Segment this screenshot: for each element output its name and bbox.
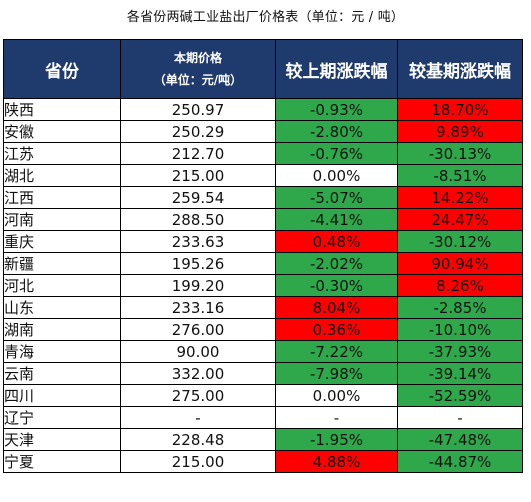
table-row: 宁夏 215.00 4.88% -44.87% — [3, 450, 523, 473]
table-row: 湖北 215.00 0.00% -8.51% — [3, 164, 523, 187]
vs-base-cell: -10.10% — [397, 318, 523, 341]
table-row: 江西 259.54 -5.07% 14.22% — [3, 186, 523, 209]
table-title: 各省份两碱工业盐出厂价格表（单位：元 / 吨） — [126, 10, 405, 25]
province-cell: 安徽 — [3, 120, 121, 143]
vs-last-cell: -0.30% — [275, 274, 398, 297]
vs-last-cell: 4.88% — [275, 450, 398, 473]
vs-last-cell: 8.04% — [275, 296, 398, 319]
header-province: 省份 — [3, 39, 121, 99]
vs-base-cell: -52.59% — [397, 384, 523, 407]
vs-base-cell: 8.26% — [397, 274, 523, 297]
vs-last-cell: -0.93% — [275, 98, 398, 121]
price-cell: 275.00 — [120, 384, 276, 407]
price-cell: 259.54 — [120, 186, 276, 209]
vs-base-cell: -8.51% — [397, 164, 523, 187]
vs-last-cell: -2.80% — [275, 120, 398, 143]
header-price-line1: 本期价格 — [173, 51, 222, 65]
province-cell: 四川 — [3, 384, 121, 407]
vs-last-cell: -2.02% — [275, 252, 398, 275]
price-cell: 215.00 — [120, 164, 276, 187]
table-row: 天津 228.48 -1.95% -47.48% — [3, 428, 523, 451]
price-cell: 215.00 — [120, 450, 276, 473]
table-row: 河南 288.50 -4.41% 24.47% — [3, 208, 523, 231]
vs-last-cell: -7.22% — [275, 340, 398, 363]
table-row: 重庆 233.63 0.48% -30.12% — [3, 230, 523, 253]
price-cell: 233.16 — [120, 296, 276, 319]
price-cell: 195.26 — [120, 252, 276, 275]
province-cell: 湖北 — [3, 164, 121, 187]
header-price-line2: （单位：元/吨） — [153, 73, 243, 87]
vs-base-cell: -2.85% — [397, 296, 523, 319]
price-cell: 233.63 — [120, 230, 276, 253]
price-cell: 288.50 — [120, 208, 276, 231]
price-cell: 332.00 — [120, 362, 276, 385]
province-cell: 辽宁 — [3, 406, 121, 429]
vs-last-cell: 0.00% — [275, 384, 398, 407]
province-cell: 新疆 — [3, 252, 121, 275]
table-header-row: 省份 本期价格 （单位：元/吨） 较上期涨跌幅 较基期涨跌幅 — [3, 39, 523, 99]
table-row: 安徽 250.29 -2.80% 9.89% — [3, 120, 523, 143]
price-cell: 228.48 — [120, 428, 276, 451]
table-row: 江苏 212.70 -0.76% -30.13% — [3, 142, 523, 165]
vs-base-cell: -37.93% — [397, 340, 523, 363]
header-vs-base: 较基期涨跌幅 — [397, 39, 523, 99]
vs-last-cell: -5.07% — [275, 186, 398, 209]
vs-base-cell: -44.87% — [397, 450, 523, 473]
table-row: 河北 199.20 -0.30% 8.26% — [3, 274, 523, 297]
vs-last-cell: - — [275, 406, 398, 429]
province-cell: 天津 — [3, 428, 121, 451]
province-cell: 陕西 — [3, 98, 121, 121]
table-row: 云南 332.00 -7.98% -39.14% — [3, 362, 523, 385]
province-cell: 云南 — [3, 362, 121, 385]
price-cell: 199.20 — [120, 274, 276, 297]
price-cell: 250.97 — [120, 98, 276, 121]
vs-base-cell: - — [397, 406, 523, 429]
vs-last-cell: -4.41% — [275, 208, 398, 231]
price-cell: 212.70 — [120, 142, 276, 165]
vs-base-cell: -30.12% — [397, 230, 523, 253]
table-row: 四川 275.00 0.00% -52.59% — [3, 384, 523, 407]
vs-last-cell: -0.76% — [275, 142, 398, 165]
vs-base-cell: -30.13% — [397, 142, 523, 165]
province-cell: 宁夏 — [3, 450, 121, 473]
price-table: 省份 本期价格 （单位：元/吨） 较上期涨跌幅 较基期涨跌幅 陕西 250.97-… — [3, 39, 523, 473]
vs-last-cell: -7.98% — [275, 362, 398, 385]
header-price: 本期价格 （单位：元/吨） — [120, 39, 276, 99]
vs-base-cell: 90.94% — [397, 252, 523, 275]
table-row: 陕西 250.97 -0.93% 18.70% — [3, 98, 523, 121]
table-row: 山东 233.16 8.04% -2.85% — [3, 296, 523, 319]
province-cell: 重庆 — [3, 230, 121, 253]
vs-last-cell: -1.95% — [275, 428, 398, 451]
header-vs-last: 较上期涨跌幅 — [275, 39, 398, 99]
vs-base-cell: -39.14% — [397, 362, 523, 385]
province-cell: 江西 — [3, 186, 121, 209]
vs-base-cell: 9.89% — [397, 120, 523, 143]
vs-last-cell: 0.48% — [275, 230, 398, 253]
vs-base-cell: -47.48% — [397, 428, 523, 451]
vs-base-cell: 14.22% — [397, 186, 523, 209]
province-cell: 江苏 — [3, 142, 121, 165]
price-cell: 276.00 — [120, 318, 276, 341]
vs-last-cell: 0.00% — [275, 164, 398, 187]
table-row: 青海 90.00 -7.22% -37.93% — [3, 340, 523, 363]
province-cell: 青海 — [3, 340, 121, 363]
vs-base-cell: 24.47% — [397, 208, 523, 231]
table-body: 陕西 250.97 -0.93% 18.70% 安徽 250.29 -2.80% 9.89% 江… — [3, 98, 523, 473]
vs-last-cell: 0.36% — [275, 318, 398, 341]
table-row: 新疆 195.26 -2.02% 90.94% — [3, 252, 523, 275]
province-cell: 河南 — [3, 208, 121, 231]
price-cell: 250.29 — [120, 120, 276, 143]
table-row: 湖南 276.00 0.36% -10.10% — [3, 318, 523, 341]
vs-base-cell: 18.70% — [397, 98, 523, 121]
table-row: 辽宁 - - - — [3, 406, 523, 429]
province-cell: 山东 — [3, 296, 121, 319]
province-cell: 河北 — [3, 274, 121, 297]
price-cell: - — [120, 406, 276, 429]
province-cell: 湖南 — [3, 318, 121, 341]
price-cell: 90.00 — [120, 340, 276, 363]
